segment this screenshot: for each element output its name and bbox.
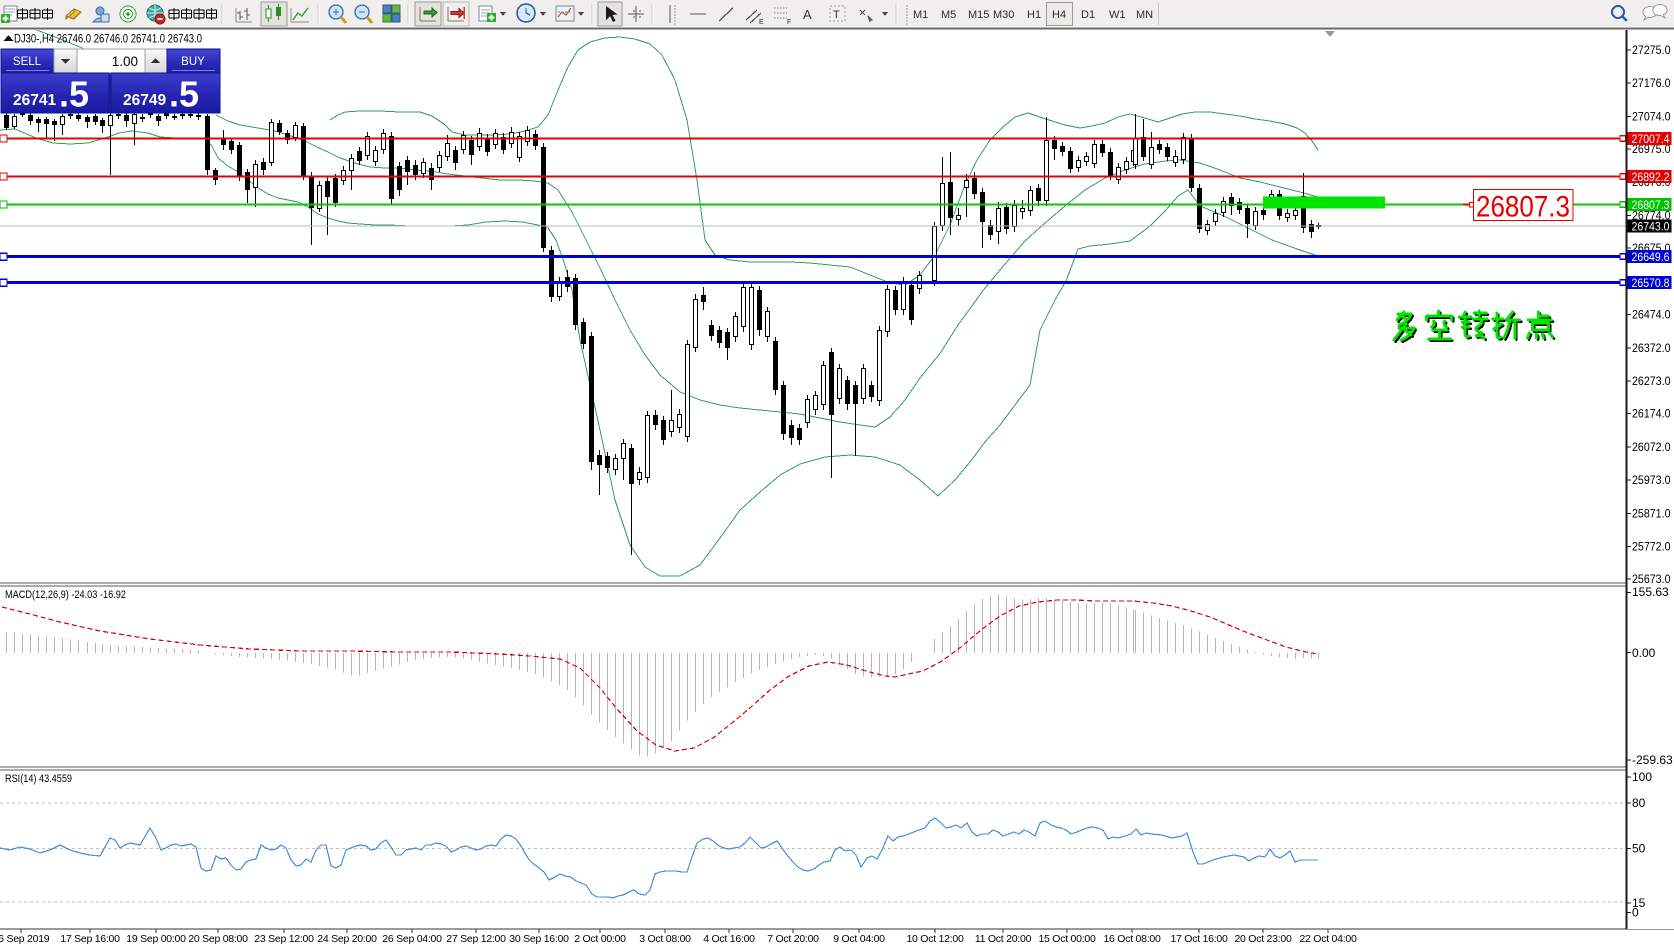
svg-text:0.00: 0.00 bbox=[1632, 646, 1656, 660]
svg-text:DJ30-,H4 26746.0 26746.0 2674: DJ30-,H4 26746.0 26746.0 26741.0 26743.0 bbox=[14, 32, 202, 46]
svg-text:17 Sep 16:00: 17 Sep 16:00 bbox=[60, 933, 120, 945]
svg-text:15 Oct 00:00: 15 Oct 00:00 bbox=[1038, 933, 1096, 945]
svg-text:0: 0 bbox=[1632, 906, 1639, 920]
svg-text:26743.0: 26743.0 bbox=[1632, 219, 1670, 233]
svg-text:26 Sep 04:00: 26 Sep 04:00 bbox=[382, 933, 442, 945]
svg-text:26174.0: 26174.0 bbox=[1632, 407, 1671, 421]
svg-text:RSI(14) 43.4559: RSI(14) 43.4559 bbox=[5, 773, 72, 785]
svg-text:27 Sep 12:00: 27 Sep 12:00 bbox=[446, 933, 506, 945]
svg-text:M30: M30 bbox=[993, 9, 1014, 21]
svg-text:50: 50 bbox=[1632, 841, 1646, 855]
svg-text:-259.63: -259.63 bbox=[1632, 753, 1673, 767]
svg-text:26807.3: 26807.3 bbox=[1476, 190, 1570, 223]
svg-text:27074.0: 27074.0 bbox=[1632, 110, 1671, 124]
svg-text:F: F bbox=[787, 19, 791, 26]
svg-text:.5: .5 bbox=[169, 74, 199, 115]
svg-text:4 Oct 16:00: 4 Oct 16:00 bbox=[703, 933, 755, 945]
svg-text:15: 15 bbox=[1632, 896, 1646, 910]
svg-text:19 Sep 00:00: 19 Sep 00:00 bbox=[126, 933, 186, 945]
svg-text:M15: M15 bbox=[968, 9, 989, 21]
svg-text:A: A bbox=[803, 7, 812, 22]
svg-text:H4: H4 bbox=[1052, 9, 1066, 21]
svg-text:26975.0: 26975.0 bbox=[1632, 142, 1671, 156]
svg-text:20 Oct 23:00: 20 Oct 23:00 bbox=[1234, 933, 1292, 945]
svg-text:26749: 26749 bbox=[123, 92, 166, 109]
svg-text:MN: MN bbox=[1136, 9, 1153, 21]
svg-text:M1: M1 bbox=[913, 9, 928, 21]
svg-text:26892.2: 26892.2 bbox=[1632, 170, 1670, 184]
svg-text:23 Sep 12:00: 23 Sep 12:00 bbox=[254, 933, 314, 945]
svg-text:25673.0: 25673.0 bbox=[1632, 572, 1671, 586]
svg-text:25973.0: 25973.0 bbox=[1632, 473, 1671, 487]
svg-text:20 Sep 08:00: 20 Sep 08:00 bbox=[188, 933, 248, 945]
svg-text:25772.0: 25772.0 bbox=[1632, 539, 1671, 553]
svg-text:26741: 26741 bbox=[13, 92, 56, 109]
svg-text:17 Oct 16:00: 17 Oct 16:00 bbox=[1170, 933, 1228, 945]
svg-text:26273.0: 26273.0 bbox=[1632, 374, 1671, 388]
svg-text:27007.4: 27007.4 bbox=[1632, 132, 1670, 146]
svg-text:BUY: BUY bbox=[181, 56, 205, 68]
svg-text:.5: .5 bbox=[59, 74, 89, 115]
svg-text:24 Sep 20:00: 24 Sep 20:00 bbox=[317, 933, 377, 945]
svg-text:26570.8: 26570.8 bbox=[1632, 276, 1670, 290]
svg-text:T: T bbox=[833, 9, 840, 21]
svg-text:22 Oct 04:00: 22 Oct 04:00 bbox=[1299, 933, 1357, 945]
svg-text:26807.3: 26807.3 bbox=[1632, 198, 1670, 212]
svg-text:25871.0: 25871.0 bbox=[1632, 507, 1671, 521]
svg-text:E: E bbox=[759, 19, 764, 26]
svg-text:16 Sep 2019: 16 Sep 2019 bbox=[0, 933, 50, 945]
svg-text:26474.0: 26474.0 bbox=[1632, 308, 1671, 322]
svg-text:27176.0: 27176.0 bbox=[1632, 76, 1671, 90]
svg-text:26649.6: 26649.6 bbox=[1632, 250, 1670, 264]
svg-text:SELL: SELL bbox=[13, 56, 42, 68]
svg-text:3 Oct 08:00: 3 Oct 08:00 bbox=[639, 933, 691, 945]
svg-text:9 Oct 04:00: 9 Oct 04:00 bbox=[833, 933, 885, 945]
svg-text:16 Oct 08:00: 16 Oct 08:00 bbox=[1103, 933, 1161, 945]
svg-text:11 Oct 20:00: 11 Oct 20:00 bbox=[975, 933, 1032, 945]
svg-text:D1: D1 bbox=[1081, 9, 1095, 21]
svg-text:1.00: 1.00 bbox=[112, 54, 138, 69]
svg-text:30 Sep 16:00: 30 Sep 16:00 bbox=[509, 933, 569, 945]
svg-text:26774.0: 26774.0 bbox=[1632, 209, 1671, 223]
svg-text:M5: M5 bbox=[941, 9, 956, 21]
svg-text:27275.0: 27275.0 bbox=[1632, 43, 1671, 57]
svg-text:26072.0: 26072.0 bbox=[1632, 440, 1671, 454]
svg-text:26372.0: 26372.0 bbox=[1632, 341, 1671, 355]
svg-text:100: 100 bbox=[1632, 770, 1652, 784]
svg-text:10 Oct 12:00: 10 Oct 12:00 bbox=[906, 933, 964, 945]
svg-text:80: 80 bbox=[1632, 796, 1646, 810]
svg-text:155.63: 155.63 bbox=[1632, 585, 1669, 599]
svg-text:2 Oct 00:00: 2 Oct 00:00 bbox=[574, 933, 626, 945]
svg-text:MACD(12,26,9) -24.03 -16.92: MACD(12,26,9) -24.03 -16.92 bbox=[5, 589, 126, 601]
svg-text:7 Oct 20:00: 7 Oct 20:00 bbox=[767, 933, 819, 945]
svg-text:W1: W1 bbox=[1109, 9, 1126, 21]
svg-text:H1: H1 bbox=[1027, 9, 1041, 21]
